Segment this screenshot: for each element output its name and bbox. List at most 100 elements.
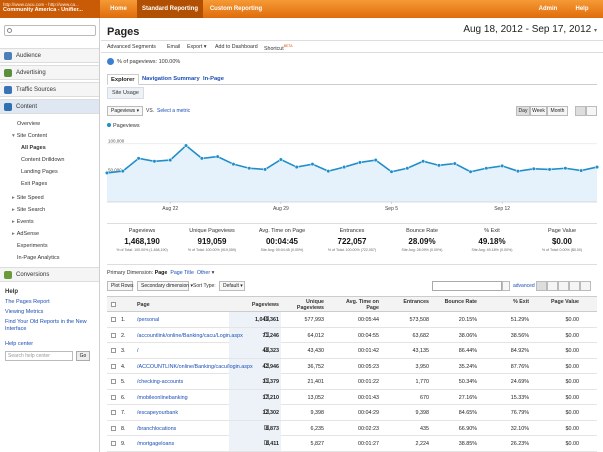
page-link[interactable]: / (137, 348, 139, 354)
row-checkbox[interactable] (111, 348, 116, 353)
help-search-input[interactable]: Search help center (5, 351, 73, 361)
secondary-dimension-select[interactable]: Secondary dimension ▾ (137, 281, 193, 291)
metric-select[interactable]: Pageviews ▾ (107, 106, 143, 116)
column-header[interactable]: Unique Pageviews (296, 299, 324, 311)
row-checkbox[interactable] (111, 332, 116, 338)
admin-link[interactable]: Admin (538, 6, 558, 12)
column-header[interactable]: Avg. Time on Page (346, 299, 379, 311)
page-link[interactable]: /mortgageloans (137, 441, 175, 447)
month-button[interactable]: Month (547, 106, 568, 116)
advanced-segments-button[interactable]: Advanced Segments (107, 44, 156, 50)
select-metric-link[interactable]: Select a metric (157, 108, 191, 114)
sidebar-section-conversions[interactable]: Conversions (0, 267, 99, 282)
row-checkbox[interactable] (111, 363, 116, 369)
sidebar-section-content[interactable]: Content (0, 99, 99, 114)
percentage-view-icon[interactable] (547, 281, 558, 291)
column-header[interactable]: Entrances (403, 299, 429, 305)
sidebar-search-input[interactable] (4, 25, 96, 36)
date-range-picker[interactable]: Aug 18, 2012 - Sep 17, 2012 ▾ (463, 24, 597, 35)
sidebar-section-audience[interactable]: Audience (0, 48, 99, 63)
account-selector[interactable]: http://www.cacu.com - http://www.ca... C… (0, 0, 100, 18)
open-page-icon[interactable] (264, 362, 269, 368)
page-link[interactable]: /branchlocations (137, 425, 177, 432)
sidebar-section-traffic-sources[interactable]: Traffic Sources (0, 82, 99, 97)
dimension-other[interactable]: Other (196, 270, 211, 276)
motion-chart-icon[interactable] (586, 106, 597, 116)
week-button[interactable]: Week (530, 106, 547, 116)
table-row[interactable]: 1. /personal 1,049,361 577,993 00:05:44 573,5… (107, 312, 597, 328)
row-checkbox[interactable] (111, 410, 116, 415)
column-header[interactable]: Page Value (551, 299, 579, 305)
dimension-page-title[interactable]: Page Title (170, 270, 194, 276)
sidebar-item-exit-pages[interactable]: Exit Pages (21, 181, 48, 187)
nav-custom-reporting[interactable]: Custom Reporting (209, 6, 263, 12)
data-view-icon[interactable] (536, 281, 547, 291)
tab-in-page[interactable]: In-Page (203, 76, 224, 82)
table-search-input[interactable] (432, 281, 502, 291)
sidebar-item-site-search[interactable]: ▸ Site Search (12, 207, 45, 213)
sidebar-item-experiments[interactable]: Experiments (17, 243, 48, 249)
sidebar-item-adsense[interactable]: ▸ AdSense (12, 231, 39, 237)
term-cloud-view-icon[interactable] (580, 281, 591, 291)
add-to-dashboard-button[interactable]: Add to Dashboard (215, 44, 258, 50)
tab-navigation-summary[interactable]: Navigation Summary (142, 76, 200, 82)
table-row[interactable]: 9. /mortgageloans 8,411 5,827 00:01:27 2,224 3… (107, 436, 597, 452)
performance-view-icon[interactable] (558, 281, 569, 291)
dimension-page[interactable]: Page (154, 270, 168, 276)
row-checkbox[interactable] (111, 317, 116, 322)
sidebar-item-overview[interactable]: Overview (17, 121, 40, 127)
day-button[interactable]: Day (516, 106, 530, 116)
open-page-icon[interactable] (264, 393, 269, 399)
page-link[interactable]: /personal (137, 317, 160, 323)
nav-standard-reporting[interactable]: Standard Reporting (137, 0, 203, 18)
sidebar-item-all-pages[interactable]: All Pages (21, 145, 46, 151)
row-checkbox[interactable] (111, 394, 116, 400)
help-link-viewing-metrics[interactable]: Viewing Metrics (5, 309, 44, 315)
open-page-icon[interactable] (264, 440, 269, 445)
export-button[interactable]: Export ▾ (187, 44, 207, 50)
row-checkbox[interactable] (111, 379, 116, 384)
open-page-icon[interactable] (264, 409, 269, 414)
row-checkbox[interactable] (111, 441, 116, 446)
table-row[interactable]: 3. / 48,323 43,430 00:01:42 43,135 86.44% 84.92… (107, 343, 597, 359)
shortcut-button[interactable]: ShortcutBETA (264, 44, 293, 52)
sidebar-item-site-content[interactable]: ▾ Site Content (12, 133, 47, 139)
nav-home[interactable]: Home (110, 6, 127, 12)
plot-rows-button[interactable]: Plot Rows (107, 281, 134, 291)
advanced-filter-link[interactable]: advanced (513, 283, 535, 289)
sidebar-item-content-drilldown[interactable]: Content Drilldown (21, 157, 65, 163)
email-button[interactable]: Email (167, 44, 181, 50)
open-page-icon[interactable] (264, 316, 269, 321)
table-row[interactable]: 7. /escapeyourbank 12,302 9,398 00:04:29 9,39… (107, 405, 597, 421)
table-row[interactable]: 6. /mobileonlinebanking 17,210 13,052 00:01:… (107, 389, 597, 405)
page-link[interactable]: /mobileonlinebanking (137, 394, 188, 401)
row-checkbox[interactable] (111, 425, 116, 431)
help-link[interactable]: Help (575, 6, 589, 12)
table-row[interactable]: 8. /branchlocations 8,873 6,235 00:02:23 435 6… (107, 420, 597, 436)
search-go-icon[interactable] (502, 281, 510, 291)
tab-explorer[interactable]: Explorer (107, 74, 139, 85)
column-header[interactable]: % Exit (513, 299, 529, 305)
sort-type-select[interactable]: Default ▾ (219, 281, 245, 291)
table-row[interactable]: 2. /accountlink/online/Banking/cacu/Login… (107, 327, 597, 343)
help-center-link[interactable]: Help center (5, 341, 34, 347)
sidebar-item-events[interactable]: ▸ Events (12, 219, 34, 225)
table-row[interactable]: 4. /ACCOUNTLINK/online/Banking/cacu/login… (107, 358, 597, 374)
page-link[interactable]: /ACCOUNTLINK/online/Banking/cacu/login.a… (137, 363, 253, 370)
sidebar-section-advertising[interactable]: Advertising (0, 65, 99, 80)
comparison-view-icon[interactable] (569, 281, 580, 291)
sidebar-item-landing-pages[interactable]: Landing Pages (21, 169, 58, 175)
help-link-pages-report[interactable]: The Pages Report (5, 299, 50, 305)
select-all-checkbox[interactable] (111, 302, 116, 307)
line-chart-icon[interactable] (575, 106, 586, 116)
page-link[interactable]: /escapeyourbank (137, 410, 179, 416)
help-link-old-reports[interactable]: Find Your Old Reports in the New Interfa… (5, 319, 87, 332)
column-header[interactable]: Page (137, 302, 150, 308)
subtab-site-usage[interactable]: Site Usage (107, 87, 144, 99)
open-page-icon[interactable] (264, 347, 269, 352)
page-link[interactable]: /checking-accounts (137, 379, 184, 385)
sidebar-item-in-page-analytics[interactable]: In-Page Analytics (17, 255, 60, 261)
open-page-icon[interactable] (264, 331, 269, 337)
pageviews-chart[interactable]: 100,000 50,000 Aug 22 Aug 29 Sep 5 Sep 12 (101, 130, 603, 222)
open-page-icon[interactable] (264, 424, 269, 430)
